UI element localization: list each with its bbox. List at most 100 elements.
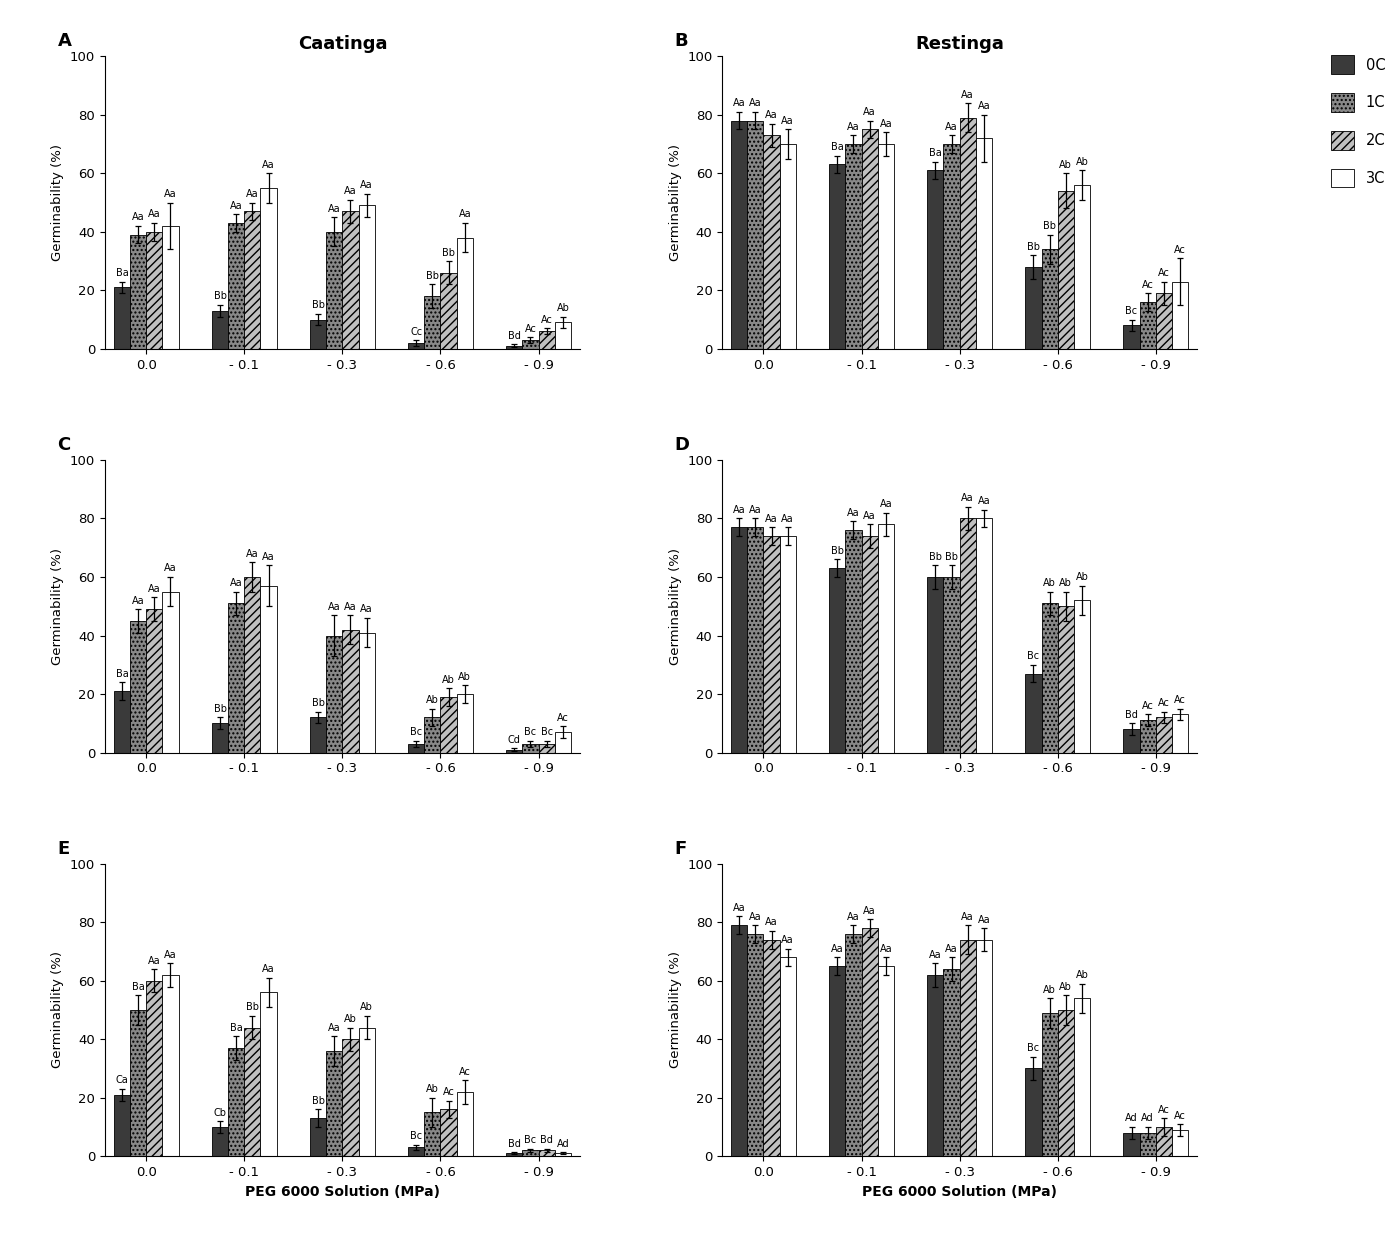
Bar: [507, 750, 522, 752]
Text: Aa: Aa: [344, 601, 357, 611]
Bar: [1074, 600, 1091, 752]
Text: Aa: Aa: [864, 906, 876, 916]
Bar: [1025, 1069, 1042, 1156]
Text: Bc: Bc: [525, 1135, 536, 1145]
Bar: [554, 732, 571, 752]
Text: Aa: Aa: [732, 99, 745, 109]
Text: Aa: Aa: [262, 964, 274, 974]
Bar: [878, 524, 893, 752]
Text: Aa: Aa: [328, 601, 340, 611]
Text: Aa: Aa: [360, 605, 372, 615]
Text: Bc: Bc: [1028, 651, 1039, 661]
Bar: [1123, 1132, 1140, 1156]
Text: Bb: Bb: [312, 1096, 325, 1106]
Text: Ab: Ab: [1075, 572, 1088, 582]
Text: Aa: Aa: [148, 955, 161, 965]
Bar: [1172, 1130, 1189, 1156]
Bar: [829, 966, 846, 1156]
Text: Ab: Ab: [1075, 970, 1088, 980]
Text: Aa: Aa: [749, 99, 762, 109]
Text: Bb: Bb: [426, 271, 438, 281]
Bar: [228, 1048, 244, 1156]
Bar: [309, 1119, 326, 1156]
Text: Bd: Bd: [508, 331, 521, 341]
Text: Aa: Aa: [132, 596, 144, 606]
Bar: [260, 586, 277, 752]
Bar: [976, 940, 993, 1156]
Bar: [763, 940, 780, 1156]
Bar: [441, 698, 456, 752]
Bar: [162, 226, 179, 349]
Bar: [326, 635, 343, 752]
Bar: [211, 1128, 228, 1156]
Text: Ab: Ab: [1043, 985, 1056, 995]
Bar: [456, 238, 473, 349]
Bar: [1172, 281, 1189, 349]
Bar: [748, 934, 763, 1156]
Text: Aa: Aa: [360, 180, 372, 190]
Text: Bb: Bb: [214, 704, 227, 714]
Bar: [162, 975, 179, 1156]
Bar: [878, 966, 893, 1156]
Text: Ad: Ad: [557, 1139, 570, 1149]
Text: Bb: Bb: [1043, 221, 1056, 231]
Text: Ab: Ab: [458, 671, 472, 681]
Bar: [748, 120, 763, 349]
Text: Aa: Aa: [148, 210, 161, 220]
Bar: [522, 340, 539, 349]
Text: Aa: Aa: [847, 508, 860, 518]
Text: Aa: Aa: [930, 950, 942, 960]
Bar: [1140, 1132, 1156, 1156]
Text: Aa: Aa: [945, 121, 958, 131]
Text: Aa: Aa: [847, 911, 860, 921]
Bar: [780, 536, 795, 752]
Bar: [1058, 1010, 1074, 1156]
Bar: [763, 135, 780, 349]
Bar: [146, 981, 162, 1156]
Bar: [244, 1028, 260, 1156]
Bar: [539, 744, 554, 752]
Bar: [244, 578, 260, 752]
Text: Aa: Aa: [766, 110, 778, 120]
Text: Aa: Aa: [328, 1022, 340, 1032]
Bar: [358, 1028, 375, 1156]
Bar: [927, 170, 944, 349]
Bar: [959, 940, 976, 1156]
Text: Bb: Bb: [312, 698, 325, 708]
Y-axis label: Germinability (%): Germinability (%): [669, 548, 682, 665]
Bar: [441, 272, 456, 349]
Bar: [507, 346, 522, 349]
Bar: [113, 691, 130, 752]
Text: Bb: Bb: [945, 551, 958, 561]
Bar: [861, 130, 878, 349]
Y-axis label: Germinability (%): Germinability (%): [52, 144, 64, 261]
Bar: [944, 578, 959, 752]
Text: Aa: Aa: [832, 944, 844, 954]
Bar: [1156, 718, 1172, 752]
Bar: [146, 231, 162, 349]
Bar: [211, 311, 228, 349]
Text: Aa: Aa: [749, 911, 762, 921]
Bar: [846, 530, 861, 752]
Bar: [228, 604, 244, 752]
Bar: [1172, 715, 1189, 752]
Bar: [507, 1154, 522, 1156]
Bar: [748, 528, 763, 752]
Text: Aa: Aa: [879, 499, 892, 509]
Text: Bb: Bb: [442, 248, 455, 258]
Text: Aa: Aa: [977, 496, 990, 506]
Text: Ab: Ab: [360, 1003, 374, 1013]
Text: Ac: Ac: [1158, 1105, 1170, 1115]
Text: Bb: Bb: [312, 300, 325, 310]
Bar: [976, 139, 993, 349]
Text: Aa: Aa: [246, 189, 259, 199]
Text: Aa: Aa: [977, 101, 990, 111]
Text: Ac: Ac: [459, 1066, 470, 1076]
Text: Aa: Aa: [766, 514, 778, 524]
Text: Ba: Ba: [830, 142, 844, 152]
Text: Ac: Ac: [525, 324, 536, 334]
Legend: 0C, 1C, 2C, 3C: 0C, 1C, 2C, 3C: [1327, 51, 1390, 191]
Text: D: D: [675, 436, 690, 454]
Text: Bd: Bd: [540, 1135, 553, 1145]
X-axis label: PEG 6000 Solution (MPa): PEG 6000 Solution (MPa): [245, 1185, 440, 1199]
